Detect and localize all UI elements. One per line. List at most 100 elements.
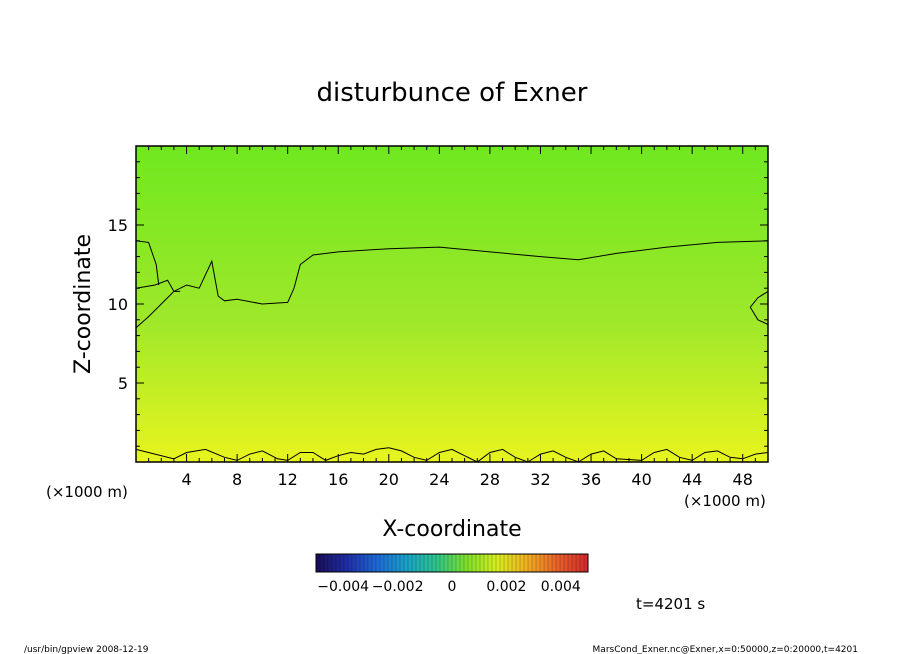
contour-upper-left xyxy=(135,240,160,286)
colorbar-cell xyxy=(492,554,497,572)
colorbar-tick-label: 0 xyxy=(448,579,457,595)
colorbar-cell xyxy=(520,554,525,572)
footer-left: /usr/bin/gpview 2008-12-19 xyxy=(24,645,149,654)
colorbar-cell xyxy=(436,554,441,572)
colorbar-cell xyxy=(564,554,569,572)
colorbar-cell xyxy=(320,554,325,572)
colorbar-cell xyxy=(408,554,413,572)
colorbar-tick-label: 0.004 xyxy=(541,579,581,595)
colorbar-cell xyxy=(480,554,485,572)
contour-lower-left xyxy=(135,290,181,329)
colorbar-cell xyxy=(404,554,409,572)
colorbar-cell xyxy=(344,554,349,572)
colorbar-cell xyxy=(444,554,449,572)
colorbar-cell xyxy=(580,554,585,572)
colorbar-cell xyxy=(552,554,557,572)
x-tick-label: 28 xyxy=(480,470,500,489)
heatmap-field xyxy=(136,146,768,462)
colorbar-cell xyxy=(524,554,529,572)
colorbar-cell xyxy=(372,554,377,572)
x-tick-label: 20 xyxy=(379,470,399,489)
x-tick-label: 4 xyxy=(181,470,191,489)
colorbar-cell xyxy=(360,554,365,572)
colorbar-cell xyxy=(560,554,565,572)
colorbar-cell xyxy=(532,554,537,572)
colorbar-cell xyxy=(464,554,469,572)
colorbar-cell xyxy=(352,554,357,572)
y-tick-label: 10 xyxy=(108,295,128,314)
colorbar-cell xyxy=(536,554,541,572)
colorbar-cell xyxy=(576,554,581,572)
contour-right-edge xyxy=(749,290,769,325)
contour-lines xyxy=(135,240,769,463)
colorbar-cell xyxy=(316,554,321,572)
colorbar-cell xyxy=(376,554,381,572)
x-tick-label: 44 xyxy=(682,470,702,489)
colorbar-tick-label: −0.004 xyxy=(317,579,369,595)
colorbar xyxy=(315,554,589,572)
colorbar-cell xyxy=(364,554,369,572)
colorbar-cell xyxy=(428,554,433,572)
colorbar-cell xyxy=(556,554,561,572)
colorbar-cell xyxy=(440,554,445,572)
x-axis: 4 8 12 16 20 24 28 32 36 40 44 48 xyxy=(148,146,756,489)
colorbar-cell xyxy=(400,554,405,572)
colorbar-cell xyxy=(512,554,517,572)
colorbar-cell xyxy=(500,554,505,572)
colorbar-cell xyxy=(544,554,549,572)
colorbar-cell xyxy=(496,554,501,572)
colorbar-cell xyxy=(396,554,401,572)
colorbar-cell xyxy=(568,554,573,572)
x-axis-label: X-coordinate xyxy=(382,517,521,542)
colorbar-cell xyxy=(516,554,521,572)
y-axis-label: Z-coordinate xyxy=(71,234,96,374)
colorbar-cell xyxy=(356,554,361,572)
colorbar-tick-label: −0.002 xyxy=(372,579,424,595)
colorbar-cell xyxy=(348,554,353,572)
colorbar-tick-label: 0.002 xyxy=(486,579,526,595)
colorbar-cell xyxy=(476,554,481,572)
colorbar-frame xyxy=(315,553,589,573)
colorbar-cell xyxy=(324,554,329,572)
x-tick-label: 8 xyxy=(232,470,242,489)
colorbar-cell xyxy=(504,554,509,572)
colorbar-cell xyxy=(572,554,577,572)
x-tick-label: 36 xyxy=(581,470,601,489)
chart-title: disturbunce of Exner xyxy=(317,78,588,108)
colorbar-cell xyxy=(508,554,513,572)
x-unit-right: (×1000 m) xyxy=(684,492,766,510)
x-tick-label: 24 xyxy=(429,470,449,489)
colorbar-cell xyxy=(384,554,389,572)
colorbar-cell xyxy=(432,554,437,572)
colorbar-cell xyxy=(460,554,465,572)
x-tick-label: 12 xyxy=(278,470,298,489)
colorbar-cell xyxy=(340,554,345,572)
time-label: t=4201 s xyxy=(636,595,705,613)
y-axis: 5 10 15 xyxy=(108,161,768,447)
y-tick-label: 5 xyxy=(118,374,128,393)
x-unit-left: (×1000 m) xyxy=(46,483,128,501)
contour-upper xyxy=(135,240,769,305)
colorbar-cell xyxy=(336,554,341,572)
x-tick-label: 16 xyxy=(328,470,348,489)
colorbar-cell xyxy=(472,554,477,572)
colorbar-cell xyxy=(468,554,473,572)
colorbar-cell xyxy=(528,554,533,572)
colorbar-cell xyxy=(456,554,461,572)
colorbar-cell xyxy=(420,554,425,572)
colorbar-cell xyxy=(584,554,589,572)
footer-right: MarsCond_Exner.nc@Exner,x=0:50000,z=0:20… xyxy=(593,645,858,654)
colorbar-cell xyxy=(328,554,333,572)
colorbar-cell xyxy=(424,554,429,572)
colorbar-cell xyxy=(540,554,545,572)
x-tick-label: 32 xyxy=(530,470,550,489)
contour-bottom xyxy=(135,447,769,463)
colorbar-cell xyxy=(332,554,337,572)
colorbar-cell xyxy=(416,554,421,572)
colorbar-cell xyxy=(484,554,489,572)
x-tick-label: 48 xyxy=(733,470,753,489)
colorbar-ticks: −0.004 −0.002 0 0.002 0.004 xyxy=(317,579,581,595)
colorbar-cell xyxy=(412,554,417,572)
colorbar-cell xyxy=(488,554,493,572)
